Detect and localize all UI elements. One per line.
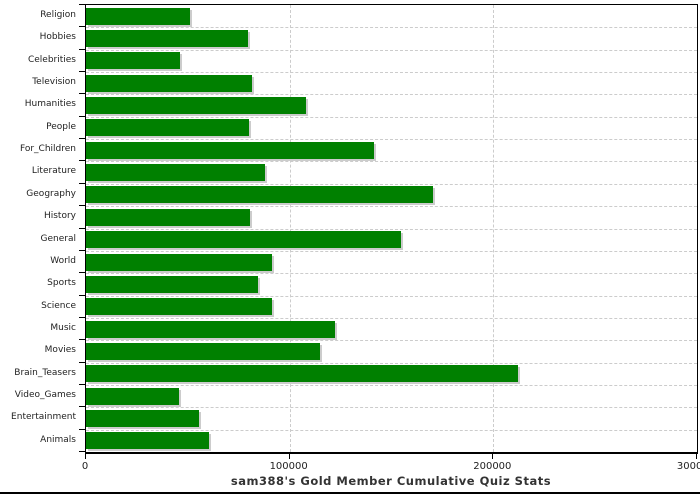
x-tick-mark-200000: [492, 452, 494, 459]
y-label-television: Television: [32, 77, 76, 88]
y-tick-mark: [79, 361, 85, 363]
y-label-video-games: Video_Games: [14, 389, 76, 400]
bar-religion: [86, 7, 190, 25]
y-tick-mark: [79, 428, 85, 430]
y-label-people: People: [46, 121, 76, 132]
horizontal-gridline: [86, 407, 697, 409]
y-label-humanities: Humanities: [24, 99, 76, 110]
x-tick-mark-100000: [288, 452, 290, 459]
horizontal-gridline: [86, 139, 697, 141]
horizontal-gridline: [86, 183, 697, 185]
vertical-gridline-200000: [493, 5, 495, 452]
bar-world: [86, 253, 273, 271]
y-tick-mark: [79, 451, 85, 452]
bottom-border-rule: [0, 492, 700, 494]
horizontal-gridline: [86, 116, 697, 118]
y-label-world: World: [50, 255, 76, 266]
x-tick-label-0: 0: [81, 461, 89, 472]
y-label-music: Music: [50, 322, 76, 333]
x-tick-label-200000: 200000: [473, 461, 512, 472]
bar-video-games: [86, 387, 179, 405]
bar-celebrities: [86, 52, 180, 70]
y-tick-mark: [79, 294, 85, 296]
x-tick-mark-0: [85, 452, 86, 459]
bar-literature: [86, 164, 266, 182]
horizontal-gridline: [86, 94, 697, 96]
bar-animals: [86, 432, 210, 450]
y-label-general: General: [40, 233, 76, 244]
y-tick-mark: [79, 26, 85, 28]
y-tick-mark: [79, 182, 85, 184]
bar-movies: [86, 342, 321, 360]
y-tick-mark: [79, 93, 85, 95]
y-tick-mark: [79, 249, 85, 251]
y-label-science: Science: [41, 300, 76, 311]
bar-hobbies: [86, 30, 248, 48]
y-label-brain-teasers: Brain_Teasers: [14, 367, 76, 378]
bar-television: [86, 74, 252, 92]
y-label-celebrities: Celebrities: [27, 54, 76, 65]
y-tick-mark: [79, 205, 85, 207]
bar-general: [86, 231, 401, 249]
horizontal-gridline: [86, 340, 697, 342]
horizontal-gridline: [86, 317, 697, 319]
y-tick-mark: [79, 339, 85, 341]
y-tick-mark: [79, 316, 85, 318]
y-tick-mark: [79, 48, 85, 50]
horizontal-gridline: [86, 72, 697, 74]
y-tick-mark: [79, 272, 85, 274]
bar-history: [86, 208, 250, 226]
y-label-geography: Geography: [26, 188, 76, 199]
bar-music: [86, 320, 336, 338]
y-label-religion: Religion: [40, 10, 76, 20]
y-tick-mark: [79, 227, 85, 229]
horizontal-gridline: [86, 27, 697, 29]
y-tick-mark: [79, 406, 85, 408]
plot-area: [85, 4, 698, 454]
horizontal-gridline: [86, 273, 697, 275]
bar-science: [86, 298, 273, 316]
horizontal-gridline: [86, 295, 697, 297]
y-label-entertainment: Entertainment: [11, 412, 76, 423]
y-tick-mark: [79, 71, 85, 73]
y-label-history: History: [43, 211, 76, 222]
horizontal-gridline: [86, 384, 697, 386]
y-label-movies: Movies: [44, 345, 76, 356]
y-label-for-children: For_Children: [19, 144, 76, 155]
horizontal-gridline: [86, 228, 697, 230]
horizontal-gridline: [86, 362, 697, 364]
horizontal-gridline: [86, 429, 697, 431]
y-tick-mark: [79, 115, 85, 117]
x-tick-label-300000: 300000: [676, 461, 700, 472]
y-tick-mark: [79, 4, 85, 5]
x-tick-mark-300000: [696, 452, 697, 459]
bar-for-children: [86, 141, 375, 159]
bar-geography: [86, 186, 434, 204]
bar-people: [86, 119, 249, 137]
y-label-literature: Literature: [31, 166, 76, 177]
x-tick-label-100000: 100000: [269, 461, 308, 472]
bar-entertainment: [86, 409, 200, 427]
vertical-gridline-100000: [289, 5, 291, 452]
y-tick-mark: [79, 160, 85, 162]
horizontal-gridline: [86, 250, 697, 252]
y-label-sports: Sports: [47, 278, 76, 289]
chart-title: sam388's Gold Member Cumulative Quiz Sta…: [230, 474, 552, 488]
y-label-animals: Animals: [40, 434, 76, 445]
horizontal-gridline: [86, 161, 697, 163]
bar-sports: [86, 275, 259, 293]
y-tick-mark: [79, 138, 85, 140]
y-label-hobbies: Hobbies: [39, 32, 76, 43]
bar-humanities: [86, 97, 306, 115]
horizontal-gridline: [86, 206, 697, 208]
bar-brain-teasers: [86, 365, 518, 383]
horizontal-gridline: [86, 49, 697, 51]
y-tick-mark: [79, 383, 85, 385]
